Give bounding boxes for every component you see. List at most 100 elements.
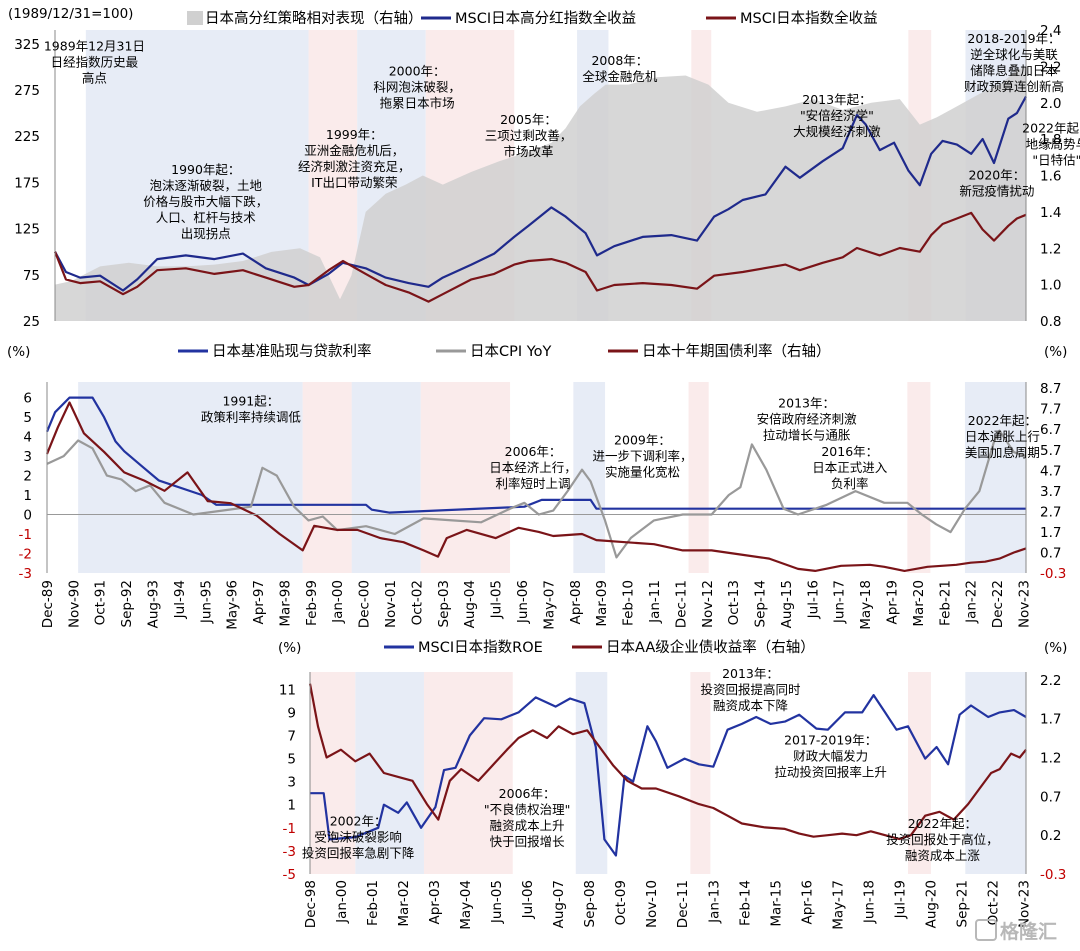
annotation-line: 日本经济上行， [489, 460, 577, 475]
x-tick-label: Feb-10 [621, 580, 637, 626]
y-right-tick-label: 7.7 [1040, 402, 1061, 418]
y-right-tick-label: 3.7 [1040, 484, 1061, 500]
series-line-3-0 [310, 694, 1027, 857]
y-left-tick-label: 7 [287, 728, 296, 744]
annotation-line: 2005年： [500, 112, 557, 127]
x-tick-label: Nov-23 [1017, 580, 1033, 628]
annotation: 2005年：三项过剩改善，市场改革 [485, 112, 573, 159]
x-tick-label: Jun-95 [198, 580, 214, 624]
annotation-line: 受泡沫破裂影响 [314, 830, 402, 845]
x-tick-label: May-18 [858, 580, 874, 630]
y-left-tick-label: 125 [14, 222, 40, 238]
annotation-line: 投资回报率急剧下降 [302, 846, 415, 861]
annotation-line: 高点 [82, 70, 107, 85]
y-right-tick-label: 0.7 [1040, 789, 1061, 805]
x-tick-label: Oct-09 [613, 880, 629, 925]
legend-label: MSCI日本高分红指数全收益 [455, 9, 636, 27]
y-left-tick-label: 1 [23, 488, 32, 504]
x-tick-label: Dec-22 [990, 580, 1006, 628]
y-left-tick-label: 175 [14, 175, 40, 191]
x-tick-label: Jun-17 [832, 580, 848, 624]
x-tick-label: Sep-03 [436, 580, 452, 628]
x-tick-label: Mar-98 [278, 580, 294, 627]
y-right-tick-label: 4.7 [1040, 463, 1061, 479]
annotation-line: 2009年： [614, 432, 671, 447]
shade-band-pink [908, 672, 931, 874]
watermark-text: 格隆汇 [1000, 920, 1057, 943]
y-right-tick-label: 1.6 [1040, 169, 1061, 185]
x-tick-label: May-07 [541, 580, 557, 630]
x-tick-label: Jul-05 [489, 580, 505, 619]
x-tick-label: Feb-21 [937, 580, 953, 626]
annotation-line: 政策利率持续调低 [201, 409, 302, 424]
annotation: 2006年：日本经济上行，利率短时上调 [489, 444, 577, 491]
x-tick-label: Dec-11 [673, 580, 689, 628]
y-left-tick-label: 25 [23, 314, 40, 330]
x-tick-label: Sep-92 [119, 580, 135, 628]
x-tick-label: Aug-93 [146, 580, 162, 628]
annotation: 2000年：科网泡沫破裂，拖累日本市场 [373, 63, 461, 110]
annotation-line: 亚洲金融危机后， [304, 143, 404, 158]
x-tick-label: Jul-94 [172, 580, 188, 619]
annotation: 1999年：亚洲金融危机后，经济刺激注资充足，IT出口带动繁荣 [298, 127, 411, 190]
series-area-1-0 [55, 66, 1026, 322]
x-tick-label: Jun-06 [515, 580, 531, 624]
y-left-tick-label: 0 [23, 508, 32, 524]
annotation: 2020年：新冠疫情扰动 [959, 168, 1034, 199]
annotation-line: 2002年： [330, 814, 387, 829]
shade-band-blue [351, 382, 421, 573]
annotation: 2022年起：地缘局势与"日特估" [1022, 121, 1080, 168]
legend-label: 日本CPI YoY [470, 343, 552, 360]
annotation-line: 1991起： [222, 393, 279, 408]
annotation-line: 日本通胀上行 [965, 429, 1040, 444]
legend-label: 日本十年期国债利率（右轴） [642, 343, 831, 360]
y-right-tick-label: 0.8 [1040, 314, 1061, 330]
legend-label: 日本AA级企业债收益率（右轴） [606, 638, 815, 656]
annotation-line: 拉动增长与通胀 [763, 427, 851, 442]
y-left-tick-label: 5 [287, 752, 296, 768]
x-tick-label: May-04 [458, 880, 474, 930]
x-tick-label: Jun-05 [489, 880, 505, 924]
annotation-line: 融资成本下降 [713, 698, 789, 713]
watermark: 格隆汇 [975, 919, 1057, 943]
annotation-line: 储降息叠加日本 [970, 63, 1058, 78]
x-tick-label: Nov-10 [644, 880, 660, 928]
y-right-tick-label: 1.2 [1040, 750, 1061, 766]
annotation-line: 融资成本上涨 [905, 848, 981, 863]
y-left-tick-label: 225 [14, 129, 40, 145]
annotation-line: 美国加息周期 [965, 445, 1040, 460]
x-tick-label: Jan-22 [964, 580, 980, 624]
shade-band-pink [907, 382, 931, 573]
x-tick-label: Jan-11 [647, 580, 663, 624]
annotation-line: 拉动投资回报率上升 [774, 765, 887, 780]
annotation-line: 逆全球化与美联 [970, 47, 1058, 62]
annotation-line: 大规模经济刺激 [793, 124, 881, 139]
annotation-line: 1990年起： [171, 162, 240, 177]
x-tick-label: Jul-19 [892, 880, 908, 919]
x-tick-label: Sep-08 [582, 880, 598, 928]
x-tick-label: Apr-08 [568, 580, 584, 625]
y-left-tick-label: 275 [14, 83, 40, 99]
y-left-tick-label: 2 [23, 469, 32, 485]
annotation: 2013年起："安倍经济学"大规模经济刺激 [793, 92, 881, 139]
annotation-line: 三项过剩改善， [485, 128, 573, 143]
y-left-tick-label: 5 [23, 410, 32, 426]
annotation-line: 负利率 [831, 476, 869, 491]
annotation-line: 新冠疫情扰动 [959, 184, 1034, 199]
shade-band-pink [310, 672, 356, 874]
y-right-tick-label: 1.0 [1040, 278, 1061, 294]
y-left-tick-label: -1 [283, 821, 296, 837]
x-tick-label: Aug-04 [462, 580, 478, 628]
y-right-tick-label: 8.7 [1040, 381, 1061, 397]
x-tick-label: May-96 [225, 580, 241, 630]
annotation-line: "不良债权治理" [484, 802, 571, 817]
x-tick-label: Oct-13 [726, 580, 742, 625]
x-tick-label: Sep-21 [955, 880, 971, 928]
annotation-line: 1989年12月31日 [44, 38, 145, 53]
x-tick-label: Jun-18 [861, 880, 877, 924]
